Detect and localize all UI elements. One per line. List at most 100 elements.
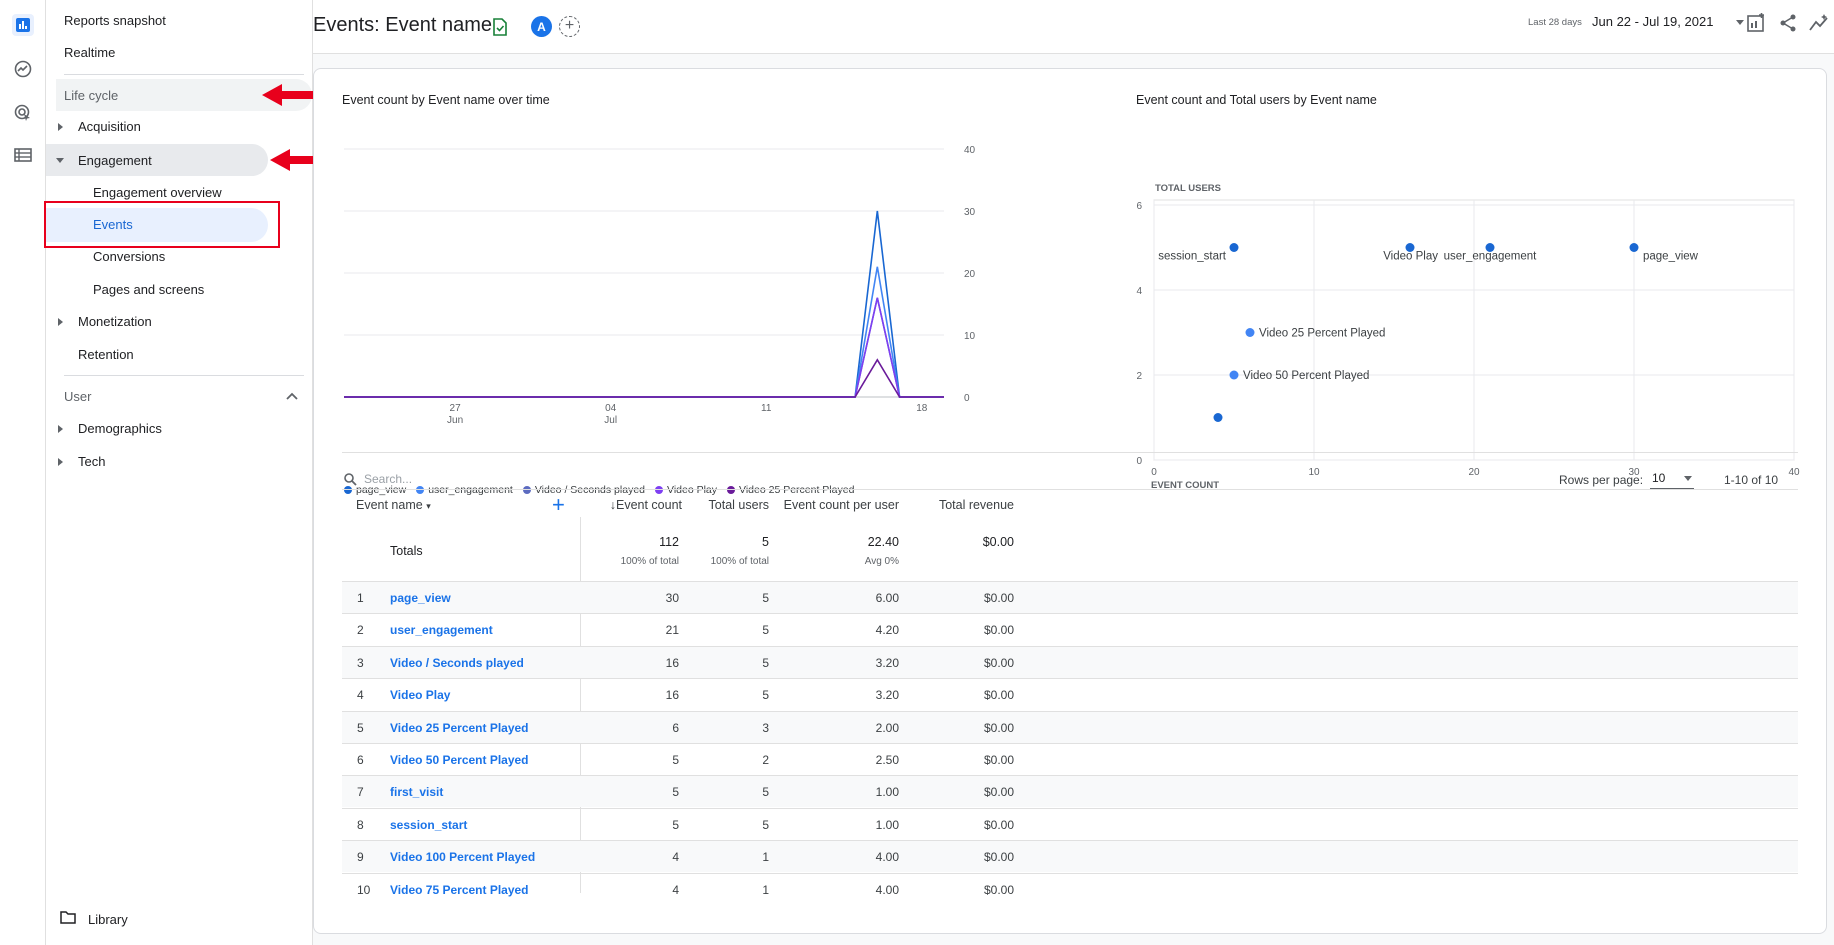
divider (64, 375, 304, 376)
configure-icon[interactable] (12, 144, 34, 166)
row-index: 6 (357, 753, 364, 767)
legend-item[interactable]: user_engagement (416, 484, 513, 496)
table-row[interactable]: 3 Video / Seconds played 16 5 3.20 $0.00 (342, 645, 1798, 678)
line-chart-title: Event count by Event name over time (342, 93, 550, 107)
expand-arrow-icon[interactable] (58, 123, 63, 131)
column-header-label: Event count (615, 498, 682, 512)
event-name-link[interactable]: session_start (390, 817, 468, 832)
total-users-cell: 5 (762, 591, 769, 605)
table-row[interactable]: 6 Video 50 Percent Played 5 2 2.50 $0.00 (342, 743, 1798, 775)
series-line (344, 297, 944, 398)
x-tick-label: 10 (1308, 467, 1320, 478)
rows-per-page-value: 10 (1652, 471, 1666, 485)
nav-tech[interactable]: Tech (78, 454, 106, 469)
event-name-link[interactable]: Video / Seconds played (390, 655, 524, 670)
column-header-count-per-user[interactable]: Event count per user (783, 498, 899, 512)
column-header-total-users[interactable]: Total users (708, 498, 769, 512)
legend-item[interactable]: Video 25 Percent Played (727, 484, 854, 496)
event-count-cell: 4 (672, 850, 679, 865)
search-icon (344, 473, 357, 486)
table-row[interactable]: 5 Video 25 Percent Played 6 3 2.00 $0.00 (342, 710, 1798, 743)
nav-pages-and-screens[interactable]: Pages and screens (93, 282, 205, 297)
revenue-cell: $0.00 (983, 753, 1014, 767)
nav-realtime[interactable]: Realtime (64, 45, 116, 60)
legend-item[interactable]: page_view (344, 484, 406, 496)
section-user[interactable]: User (64, 381, 304, 411)
section-user-label: User (64, 388, 92, 404)
nav-monetization[interactable]: Monetization (78, 314, 152, 329)
report-status-icon[interactable] (492, 18, 508, 36)
table-row[interactable]: 8 session_start 5 5 1.00 $0.00 (342, 807, 1798, 840)
legend-label: user_engagement (428, 484, 513, 496)
row-index: 10 (357, 882, 371, 897)
column-header-event-count[interactable]: ↓Event count (552, 498, 682, 512)
event-name-link[interactable]: user_engagement (390, 623, 493, 638)
scatter-point (1213, 413, 1223, 422)
add-dimension-icon[interactable]: + (552, 492, 565, 517)
legend-dot (344, 486, 352, 494)
x-tick-label: 40 (1788, 467, 1800, 478)
nav-retention[interactable]: Retention (78, 347, 134, 362)
table-row[interactable]: 1 page_view 30 5 6.00 $0.00 (342, 581, 1798, 613)
event-name-link[interactable]: Video Play (390, 688, 451, 703)
x-tick-label: Jun (447, 415, 463, 426)
nav-acquisition[interactable]: Acquisition (78, 119, 141, 134)
legend-dot (727, 486, 736, 494)
line-chart-legend: page_view user_engagement Video / Second… (344, 484, 854, 496)
sort-desc-icon: ↓ (609, 498, 616, 512)
divider (342, 452, 1798, 453)
add-comparison-icon[interactable]: + (559, 16, 580, 37)
nav-library[interactable]: Library (88, 912, 128, 927)
table-row[interactable]: 4 Video Play 16 5 3.20 $0.00 (342, 678, 1798, 710)
advertising-icon[interactable] (12, 102, 34, 124)
date-range-picker[interactable]: Jun 22 - Jul 19, 2021 (1592, 14, 1714, 29)
y-tick-label: 30 (964, 207, 976, 218)
count-per-user-cell: 4.00 (875, 882, 899, 897)
reports-icon[interactable] (12, 14, 34, 36)
legend-item[interactable]: Video Play (655, 484, 717, 496)
share-icon[interactable] (1778, 13, 1798, 33)
legend-item[interactable]: Video / Seconds played (522, 484, 645, 496)
revenue-cell: $0.00 (983, 623, 1014, 638)
column-divider (580, 517, 581, 893)
search-input[interactable]: Search... (364, 472, 413, 486)
event-name-link[interactable]: page_view (390, 591, 451, 605)
count-per-user-cell: 4.20 (875, 623, 899, 638)
nav-demographics[interactable]: Demographics (78, 421, 162, 436)
column-header-total-revenue[interactable]: Total revenue (938, 498, 1014, 512)
nav-reports-snapshot[interactable]: Reports snapshot (64, 13, 166, 28)
explore-icon[interactable] (12, 58, 34, 80)
nav-conversions[interactable]: Conversions (93, 249, 166, 264)
table-row[interactable]: 9 Video 100 Percent Played 4 1 4.00 $0.00 (342, 840, 1798, 873)
event-name-link[interactable]: first_visit (390, 785, 444, 800)
totals-revenue: $0.00 (982, 535, 1014, 549)
comparison-avatar[interactable]: A (531, 16, 552, 37)
date-dropdown-icon[interactable] (1736, 20, 1744, 25)
dropdown-arrow-icon (1684, 476, 1692, 481)
collapse-arrow-icon[interactable] (56, 158, 64, 163)
nav-engagement[interactable]: Engagement (78, 153, 152, 168)
total-users-cell: 5 (762, 623, 769, 638)
rows-per-page-select[interactable]: 10 (1650, 467, 1694, 489)
expand-arrow-icon[interactable] (58, 318, 63, 326)
row-index: 8 (357, 817, 364, 832)
column-header-event-name[interactable]: Event name ▾ (356, 498, 431, 512)
table-row[interactable]: 7 first_visit 5 5 1.00 $0.00 (342, 775, 1798, 808)
event-name-link[interactable]: Video 50 Percent Played (390, 753, 529, 767)
nav-events[interactable]: Events (93, 217, 133, 232)
expand-arrow-icon[interactable] (58, 425, 63, 433)
event-name-link[interactable]: Video 100 Percent Played (390, 850, 536, 865)
nav-engagement-overview[interactable]: Engagement overview (93, 185, 222, 200)
customize-report-icon[interactable] (1746, 13, 1766, 33)
count-per-user-cell: 6.00 (875, 591, 899, 605)
event-name-link[interactable]: Video 75 Percent Played (390, 882, 529, 897)
event-name-link[interactable]: Video 25 Percent Played (390, 720, 529, 735)
totals-per-user: 22.40 (867, 535, 899, 549)
table-row[interactable]: 10 Video 75 Percent Played 4 1 4.00 $0.00 (342, 872, 1798, 905)
insights-icon[interactable] (1809, 13, 1829, 33)
y-tick-label: 40 (964, 145, 976, 156)
expand-arrow-icon[interactable] (58, 458, 63, 466)
series-line (344, 210, 944, 398)
count-per-user-cell: 2.50 (875, 753, 899, 767)
table-row[interactable]: 2 user_engagement 21 5 4.20 $0.00 (342, 613, 1798, 645)
